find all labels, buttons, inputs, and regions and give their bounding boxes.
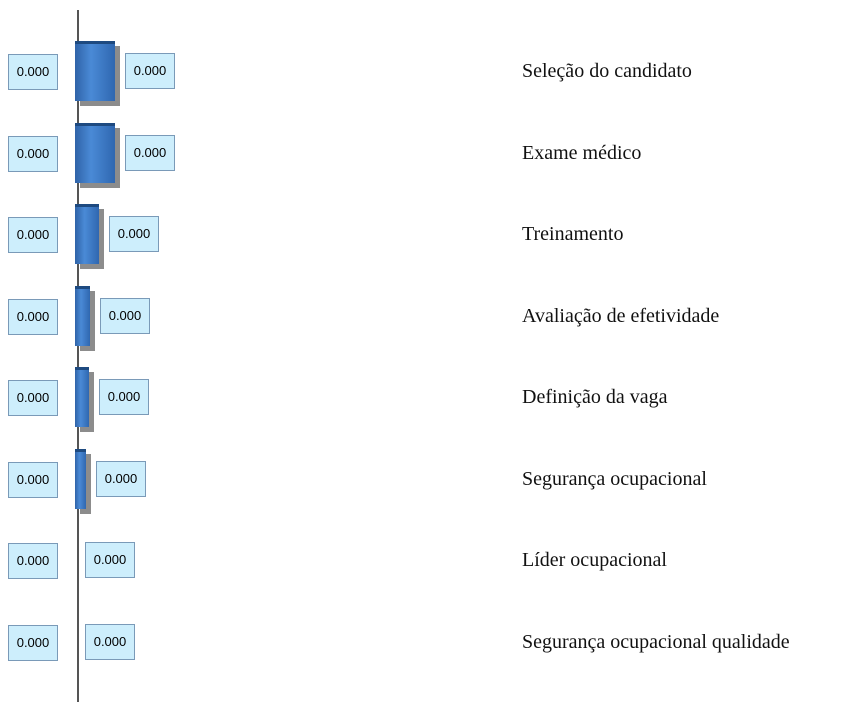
row-label: Líder ocupacional	[522, 549, 667, 571]
bar	[75, 122, 115, 183]
row-label: Avaliação de efetividade	[522, 304, 720, 327]
bar	[75, 204, 99, 264]
row: 0.000 0.000 Avaliação de efetividade	[0, 275, 858, 347]
left-value: 0.000	[8, 461, 58, 498]
row: 0.000 0.000 Líder ocupacional	[0, 519, 858, 589]
row: 0.000 0.000 Exame médico	[0, 112, 858, 184]
right-value: 0.000	[96, 460, 146, 497]
bar-track: 0.000	[75, 40, 175, 102]
row: 0.000 0.000 Definição da vaga	[0, 356, 858, 428]
right-value: 0.000	[109, 216, 159, 252]
bar	[75, 367, 89, 427]
row-label: Exame médico	[522, 141, 642, 164]
bar	[75, 41, 115, 101]
row: 0.000 0.000 Treinamento	[0, 193, 858, 265]
bar-track: 0.000	[75, 122, 175, 184]
left-value: 0.000	[8, 624, 58, 661]
axis-line	[77, 10, 79, 702]
row: 0.000 0.000 Segurança ocupacional	[0, 438, 858, 510]
left-value: 0.000	[8, 298, 58, 335]
right-value: 0.000	[100, 297, 150, 334]
right-value: 0.000	[125, 134, 175, 171]
bar-track: 0.000	[75, 203, 159, 265]
bar-track: 0.000	[75, 529, 135, 591]
left-value: 0.000	[8, 54, 58, 90]
row-label: Definição da vaga	[522, 386, 668, 408]
right-value: 0.000	[125, 53, 175, 89]
bar	[75, 285, 90, 346]
right-value: 0.000	[85, 542, 135, 578]
bar-track: 0.000	[75, 448, 146, 510]
bar-track: 0.000	[75, 366, 149, 428]
row-label: Segurança ocupacional	[522, 467, 707, 490]
right-value: 0.000	[85, 623, 135, 660]
left-value: 0.000	[8, 135, 58, 172]
bar-track: 0.000	[75, 611, 135, 673]
left-value: 0.000	[8, 217, 58, 253]
bar	[75, 448, 86, 509]
bar-track: 0.000	[75, 285, 150, 347]
row-label: Treinamento	[522, 223, 624, 245]
right-value: 0.000	[99, 379, 149, 415]
row-label: Seleção do candidato	[522, 60, 692, 82]
left-value: 0.000	[8, 380, 58, 416]
left-value: 0.000	[8, 543, 58, 579]
row: 0.000 0.000 Seleção do candidato	[0, 30, 858, 102]
row-label: Segurança ocupacional qualidade	[522, 630, 790, 653]
row: 0.000 0.000 Segurança ocupacional qualidad…	[0, 601, 858, 671]
